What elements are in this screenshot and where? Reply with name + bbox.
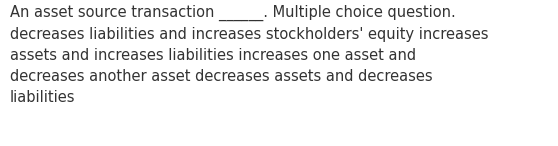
Text: An asset source transaction ______. Multiple choice question.
decreases liabilit: An asset source transaction ______. Mult… xyxy=(10,4,489,105)
